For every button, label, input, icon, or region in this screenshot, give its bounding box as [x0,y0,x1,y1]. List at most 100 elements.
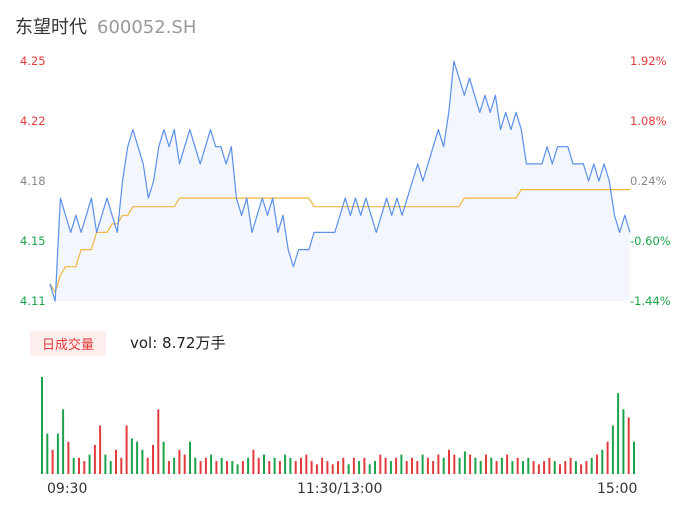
volume-bar [617,393,620,474]
stock-name: 东望时代 [15,17,87,38]
volume-bar [400,454,403,474]
volume-bar [474,457,477,474]
volume-bar [273,457,276,474]
volume-bar [537,464,540,474]
volume-bar [384,457,387,474]
volume-bar [374,461,376,474]
price-line [49,60,631,302]
volume-bar [252,449,255,475]
price-tick-0: 4.25 [20,54,46,68]
volume-bar [321,457,324,474]
volume-bar [522,461,524,474]
volume-bar [379,454,382,474]
volume-bar [585,461,588,474]
volume-bar [395,457,398,474]
volume-bar [601,449,604,475]
volume-bar [125,425,128,474]
volume-bar [294,461,297,474]
volume-bar [178,449,181,475]
volume-bar [627,417,630,474]
volume-bar [611,425,614,474]
volume-bar [241,461,244,474]
volume-bar [152,444,154,474]
volume-bar [622,409,625,474]
volume-bar [162,441,165,474]
volume-bar [432,461,435,474]
volume-bar [210,454,213,474]
volume-bar [559,464,561,474]
volume-bar [363,457,366,474]
volume-bar [532,461,535,474]
volume-bar [157,409,160,474]
price-tick-2: 4.18 [20,174,46,188]
stock-code: 600052.SH [97,17,197,38]
volume-bar [368,464,371,474]
volume-bar [263,454,265,474]
volume-bar [41,377,43,474]
volume-bar [463,451,466,474]
volume-bar [183,454,186,474]
volume-bar [574,461,577,474]
volume-bar [83,461,86,474]
volume-bar [189,441,191,474]
volume-bar [543,461,546,474]
volume-bar [500,457,503,474]
volume-bar [194,457,197,474]
volume-bar [469,454,472,474]
volume-bar [236,464,239,474]
volume-bar [141,449,144,475]
volume-bar [596,454,598,474]
pct-tick-1: 1.08% [630,114,667,128]
price-tick-3: 4.15 [20,234,46,248]
volume-bar [564,461,567,474]
volume-bar [120,457,123,474]
volume-bar [146,457,149,474]
volume-bar [580,464,583,474]
volume-bar [426,457,429,474]
volume-bar [326,461,329,474]
volume-bar [453,454,456,474]
volume-bar [490,457,493,474]
volume-bar [352,457,355,474]
volume-bar [289,457,292,474]
volume-bar [67,441,70,474]
volume-bar [548,457,551,474]
volume-bar [437,454,440,474]
pct-tick-2: 0.24% [630,174,667,188]
volume-bar [421,454,424,474]
volume-bar [458,457,461,474]
volume-bar [257,457,260,474]
volume-bar [442,457,445,474]
volume-bar [278,461,281,474]
volume-bar [347,464,350,474]
volume-bar [358,461,361,474]
time-label-open: 09:30 [47,481,88,497]
price-area [50,61,630,301]
volume-bar [331,464,334,474]
volume-bar [389,461,392,474]
volume-bar [606,441,609,474]
volume-bar [448,449,450,475]
volume-bar [315,464,318,474]
volume-bar [485,454,487,474]
volume-badge: 日成交量 [30,331,107,356]
volume-summary: vol: 8.72万手 [130,334,226,352]
volume-bar [231,461,234,474]
volume-bar [405,461,408,474]
volume-bar [411,457,413,474]
volume-bar [506,454,509,474]
volume-bar [115,449,117,475]
time-label-close: 15:00 [597,481,638,497]
volume-bar [78,457,80,474]
volume-bar [173,457,176,474]
volume-bar [300,457,302,474]
volume-bar [215,461,218,474]
volume-bar [167,461,170,474]
volume-bar [109,461,112,474]
price-tick-1: 4.22 [20,114,46,128]
stock-title: 东望时代 600052.SH [15,13,196,39]
volume-bar [136,441,139,474]
volume-bar [247,457,250,474]
volume-bar [199,461,202,474]
